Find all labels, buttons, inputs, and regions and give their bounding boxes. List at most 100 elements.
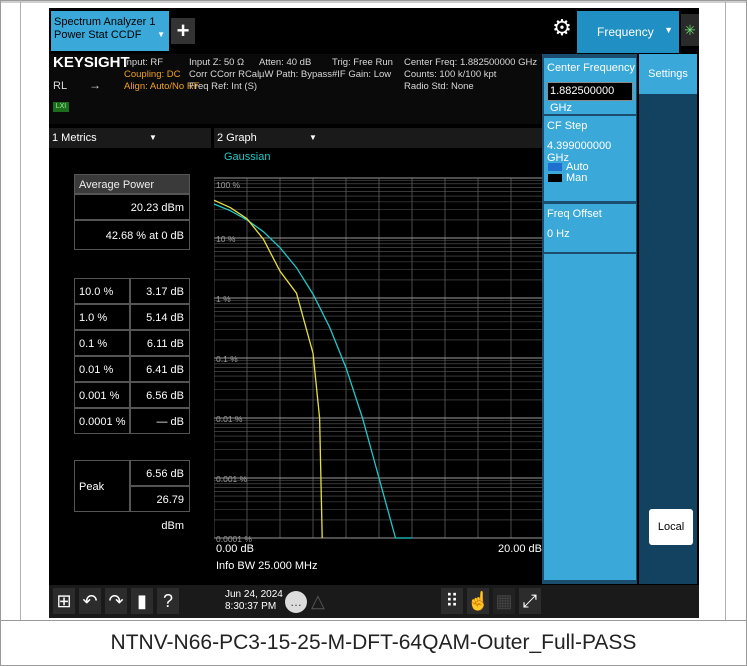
center-freq-info: Center Freq: 1.882500000 GHz (404, 57, 538, 68)
lxi-badge: LXI (53, 102, 69, 112)
measurement-info-bar: KEYSIGHT RL → LXI Input: RF Coupling: DC… (49, 54, 541, 124)
rl-label: RL (53, 80, 68, 92)
touch-icon[interactable]: ☝ (467, 588, 489, 614)
freq-offset-softkey[interactable]: Freq Offset 0 Hz (544, 204, 636, 252)
y-tick-label: 1 % (216, 294, 231, 304)
peak-db: 6.56 dB (130, 460, 190, 486)
busy-spinner-icon: ✳ (681, 14, 699, 46)
keypad-icon[interactable]: ⠿ (441, 588, 463, 614)
input-label: Input: RF (124, 57, 164, 68)
y-tick-label: 100 % (216, 180, 241, 190)
ccdf-percent-cell: 10.0 % (74, 278, 130, 304)
tab-subtitle: Power Stat CCDF (54, 29, 142, 41)
warning-icon: △ (311, 591, 325, 611)
datetime: Jun 24, 2024 8:30:37 PM (225, 589, 283, 613)
frequency-menu-label: Frequency (597, 25, 654, 39)
ccdf-percent-cell: 0.01 % (74, 356, 130, 382)
cf-step-value: 4.399000000 GHz (547, 140, 612, 164)
y-tick-label: 0.01 % (216, 414, 243, 424)
undo-icon[interactable]: ↶ (79, 588, 101, 614)
auto-man-toggle[interactable]: Auto Man (548, 162, 589, 184)
gear-icon[interactable]: ⚙ (552, 15, 572, 40)
center-frequency-input[interactable]: 1.882500000 GHz (547, 82, 633, 114)
metrics-table: Average Power 20.23 dBm 42.68 % at 0 dB … (49, 148, 211, 578)
avg-power-dbm: 20.23 dBm (74, 194, 190, 220)
freq-ref-label: Freq Ref: Int (S) (189, 81, 258, 92)
man-label: Man (566, 172, 588, 184)
file-icon[interactable]: ▮ (131, 588, 153, 614)
avg-power-pct: 42.68 % at 0 dB (74, 220, 190, 250)
caption: NTNV-N66-PC3-15-25-M-DFT-64QAM-Outer_Ful… (110, 631, 637, 654)
gaussian-legend: Gaussian (224, 151, 270, 163)
trig-label: Trig: Free Run (332, 57, 393, 68)
ccdf-value-cell: 5.14 dB (130, 304, 190, 330)
metrics-window-title: 1 Metrics (52, 132, 97, 144)
impedance-label: Input Z: 50 Ω (189, 57, 245, 68)
tab-dropdown-icon[interactable]: ▼ (157, 30, 165, 39)
instrument-screen: Spectrum Analyzer 1 Power Stat CCDF ▼ + … (49, 8, 699, 618)
ccdf-value-cell: — dB (130, 408, 190, 434)
graph-window-title: 2 Graph (217, 132, 257, 144)
tab-settings[interactable]: Settings (639, 54, 697, 94)
corr-label: Corr CCorr RCal (189, 69, 260, 80)
peak-dbm: 26.79 dBm (130, 486, 190, 532)
ccdf-percent-cell: 0.0001 % (74, 408, 130, 434)
atten-label: Atten: 40 dB (259, 57, 312, 68)
redo-icon[interactable]: ↷ (105, 588, 127, 614)
counts-label: Counts: 100 k/100 kpt (404, 69, 497, 80)
y-tick-label: 0.0001 % (216, 534, 252, 544)
info-bw: Info BW 25.000 MHz (216, 560, 318, 572)
coupling-label: Coupling: DC (124, 69, 181, 80)
left-rule (20, 0, 21, 621)
align-label: Align: Auto/No RF (124, 81, 200, 92)
x-axis-start: 0.00 dB (216, 543, 254, 555)
center-frequency-softkey[interactable]: Center Frequency 1.882500000 GHz (544, 58, 636, 114)
ccdf-value-cell: 6.11 dB (130, 330, 190, 356)
windows-icon[interactable]: ⊞ (53, 588, 75, 614)
metrics-window-header[interactable]: 1 Metrics ▼ (49, 128, 211, 148)
gaussian-trace (214, 203, 412, 539)
ccdf-value-cell: 6.41 dB (130, 356, 190, 382)
freq-offset-value: 0 Hz (547, 228, 570, 240)
fullscreen-icon[interactable]: ⤢ (519, 588, 541, 614)
freq-offset-label: Freq Offset (547, 208, 602, 220)
auto-indicator (548, 163, 562, 172)
chevron-down-icon: ▼ (664, 25, 673, 35)
ccdf-graph[interactable]: Gaussian 100 % 10 % 1 % 0.1 % 0.01 % 0.001 % 0… (214, 148, 544, 578)
add-tab-button[interactable]: + (171, 18, 195, 44)
frequency-menu[interactable]: Frequency ▼ (577, 11, 679, 53)
measurement-tab[interactable]: Spectrum Analyzer 1 Power Stat CCDF ▼ (51, 11, 169, 51)
if-gain-label: #IF Gain: Low (332, 69, 392, 80)
avg-power-header: Average Power (74, 174, 190, 194)
info-col-trig[interactable]: Trig: Free Run #IF Gain: Low (332, 57, 393, 81)
help-icon[interactable]: ? (157, 588, 179, 614)
message-icon[interactable]: … (285, 591, 307, 613)
side-tab-strip (639, 94, 697, 584)
auto-label: Auto (566, 161, 589, 173)
info-col-input[interactable]: Input: RF Coupling: DC Align: Auto/No RF (124, 57, 200, 93)
softkey-panel: Center Frequency 1.882500000 GHz CF Step… (542, 54, 637, 584)
chevron-down-icon: ▼ (309, 133, 317, 142)
taskbar: ⊞ ↶ ↷ ▮ ? Jun 24, 2024 8:30:37 PM … △ ⠿ … (49, 585, 699, 618)
radio-std-label: Radio Std: None (404, 81, 474, 92)
frame-top-bar (0, 0, 747, 3)
ccdf-percent-cell: 0.001 % (74, 382, 130, 408)
cf-step-softkey[interactable]: CF Step 4.399000000 GHz Auto Man (544, 116, 636, 201)
peak-label: Peak (74, 460, 130, 512)
layout-icon[interactable]: ▦ (493, 588, 515, 614)
time-label: 8:30:37 PM (225, 601, 277, 612)
date-label: Jun 24, 2024 (225, 589, 283, 600)
tab-title: Spectrum Analyzer 1 (54, 16, 156, 28)
keysight-logo: KEYSIGHT (53, 54, 130, 71)
right-rule (725, 0, 726, 621)
y-tick-label: 10 % (216, 234, 236, 244)
info-col-atten[interactable]: Atten: 40 dB µW Path: Bypass (259, 57, 332, 81)
softkey-blank (544, 254, 636, 580)
uw-path-label: µW Path: Bypass (259, 69, 333, 80)
graph-window-header[interactable]: 2 Graph ▼ (214, 128, 544, 148)
caption-divider (0, 620, 747, 621)
info-col-center[interactable]: Center Freq: 1.882500000 GHz Counts: 100… (404, 57, 537, 93)
local-button[interactable]: Local (649, 509, 693, 545)
info-col-impedance[interactable]: Input Z: 50 Ω Corr CCorr RCal Freq Ref: … (189, 57, 259, 93)
ccdf-percent-cell: 0.1 % (74, 330, 130, 356)
